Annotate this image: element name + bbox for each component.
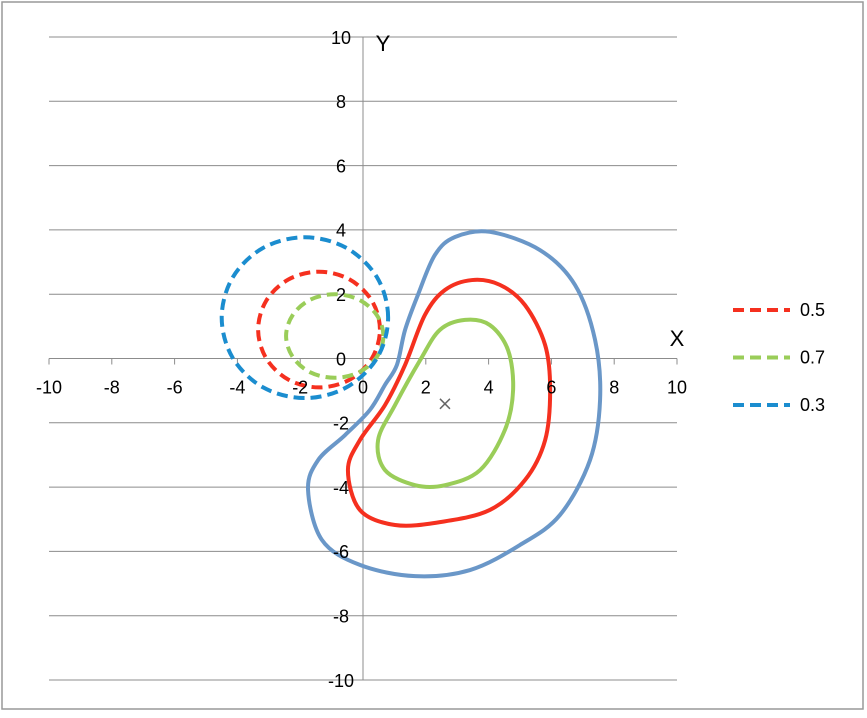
x-tick-label: 10	[667, 377, 687, 397]
x-tick-label: -8	[104, 377, 120, 397]
x-tick-label: 0	[358, 377, 368, 397]
y-tick-label: 10	[331, 28, 351, 48]
y-axis-label: Y	[376, 31, 391, 56]
x-tick-label: 8	[609, 377, 619, 397]
y-tick-label: -6	[333, 542, 349, 562]
legend-label: 0.5	[800, 300, 825, 320]
contour-line	[219, 235, 391, 401]
legend: 0.5 0.7 0.3	[733, 300, 825, 415]
legend-label: 0.3	[800, 395, 825, 415]
x-tick-label: -6	[167, 377, 183, 397]
y-tick-label: 6	[336, 156, 346, 176]
y-tick-label: -8	[333, 606, 349, 626]
grid	[48, 36, 678, 681]
contour-line	[375, 317, 516, 490]
y-tick-label: -2	[333, 414, 349, 434]
contour-line	[284, 292, 386, 380]
y-tick-label: 0	[336, 349, 346, 369]
contour-line	[256, 269, 382, 390]
labels: 10 8 6 4 2 0 -2 -4 -6 -8 -10 -10 -8 -6 -4 -2 0 2 4 6 8 10	[36, 28, 687, 691]
x-tick-label: -2	[292, 377, 308, 397]
y-tick-label: 4	[336, 221, 346, 241]
y-tick-label: 2	[336, 285, 346, 305]
point-marker	[439, 398, 451, 410]
legend-label: 0.7	[800, 347, 825, 367]
x-tick-label: -10	[36, 377, 62, 397]
y-tick-label: 8	[336, 92, 346, 112]
y-tick-label: -4	[333, 478, 349, 498]
x-tick-label: 6	[546, 377, 556, 397]
x-tick-label: 2	[421, 377, 431, 397]
plot-area	[219, 229, 603, 579]
x-tick-label: -4	[229, 377, 245, 397]
x-axis-label: X	[670, 326, 685, 351]
x-tick-label: 4	[484, 377, 494, 397]
y-tick-label: -10	[328, 671, 354, 691]
contour-line	[345, 277, 553, 528]
contour-line	[306, 229, 603, 579]
